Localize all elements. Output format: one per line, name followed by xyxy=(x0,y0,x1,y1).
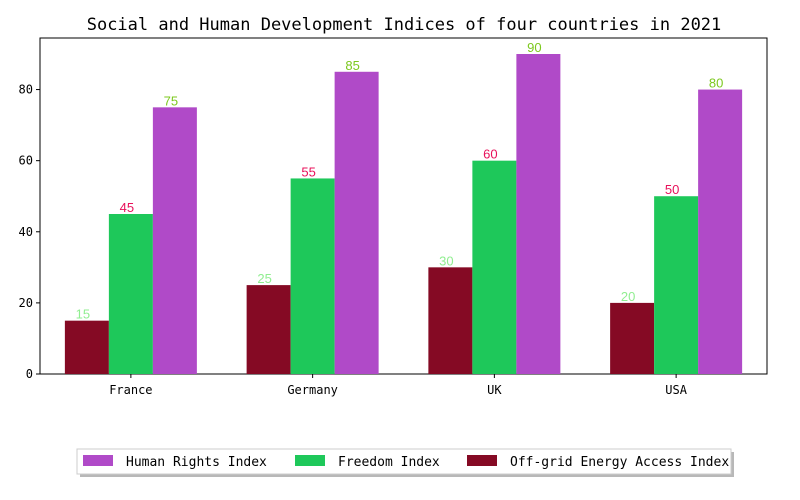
y-tick-label: 40 xyxy=(19,225,33,239)
bar xyxy=(516,54,561,374)
legend-box xyxy=(76,448,732,475)
bar xyxy=(698,89,743,375)
data-label: 50 xyxy=(665,182,679,197)
y-tick-label: 0 xyxy=(26,367,33,381)
legend-swatch xyxy=(295,455,325,466)
data-label: 90 xyxy=(527,40,541,55)
x-tick-label: France xyxy=(109,383,152,397)
legend-label: Off-grid Energy Access Index xyxy=(510,455,729,470)
legend: Human Rights Index Freedom Index Off-grid … xyxy=(76,448,734,477)
x-tick-label: Germany xyxy=(287,383,338,397)
data-label: 75 xyxy=(164,93,178,108)
y-tick-label: 20 xyxy=(19,296,33,310)
bar xyxy=(610,302,655,374)
data-label: 25 xyxy=(257,271,271,286)
data-label: 20 xyxy=(621,289,635,304)
data-label: 30 xyxy=(439,253,453,268)
data-label: 60 xyxy=(483,147,497,162)
axes-frame xyxy=(39,37,768,375)
bar xyxy=(246,285,291,374)
data-label: 15 xyxy=(76,307,90,322)
bar xyxy=(290,178,335,374)
bar xyxy=(428,267,473,374)
bar xyxy=(654,196,699,374)
data-label: 85 xyxy=(345,58,359,73)
y-tick-label: 60 xyxy=(19,154,33,168)
data-label: 55 xyxy=(301,164,315,179)
chart-title: Social and Human Development Indices of … xyxy=(87,15,722,35)
x-tick-label: USA xyxy=(665,383,687,397)
plot-area: 0 20 40 60 80 France 15 45 75 Germany 25 55 85 UK 30 60… xyxy=(19,37,768,397)
data-label: 80 xyxy=(709,76,723,91)
y-tick-label: 80 xyxy=(19,83,33,97)
bar xyxy=(334,71,379,375)
bar xyxy=(64,320,109,374)
bar xyxy=(152,107,197,374)
x-tick-label: UK xyxy=(487,383,502,397)
legend-swatch xyxy=(467,455,497,466)
legend-swatch xyxy=(83,455,113,466)
legend-label: Freedom Index xyxy=(338,455,440,470)
bar xyxy=(108,214,153,374)
legend-label: Human Rights Index xyxy=(126,455,267,470)
bar xyxy=(472,160,517,374)
data-label: 45 xyxy=(120,200,134,215)
